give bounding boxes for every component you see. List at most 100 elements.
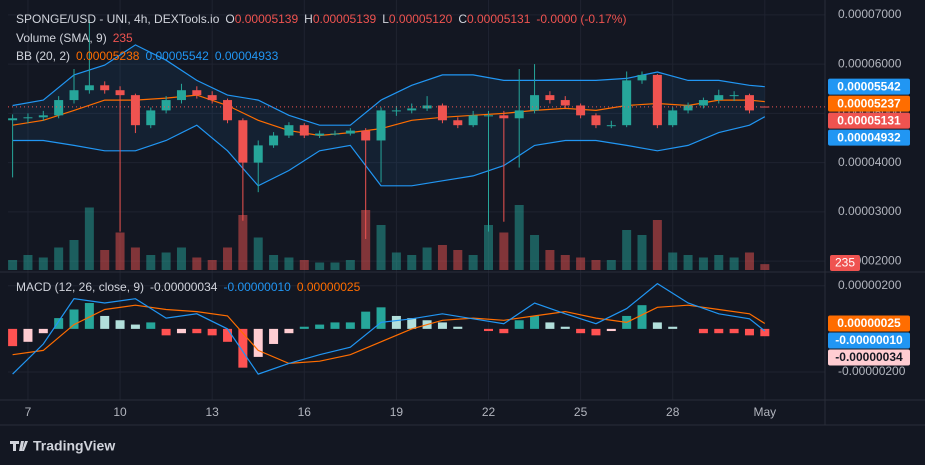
volume-bar [38, 257, 48, 270]
candle-body [315, 133, 325, 136]
histogram-bar [576, 328, 586, 334]
candle-body [499, 115, 509, 119]
histogram-bar [84, 303, 94, 329]
histogram-bar [668, 326, 678, 329]
legend-item: L [382, 12, 389, 26]
volume-bar [422, 247, 432, 270]
legend-row: SPONGE/USD - UNI, 4h, DEXTools.io O 0.0000… [16, 12, 632, 26]
x-tick-label: 19 [390, 405, 404, 419]
histogram-bar [760, 328, 770, 337]
price-badge [828, 78, 910, 95]
candle-body [468, 115, 478, 126]
candle-body [483, 115, 493, 117]
x-tick-label: 22 [482, 405, 496, 419]
volume-bar [23, 255, 33, 270]
price-badge [828, 349, 910, 366]
volume-bar [315, 262, 325, 270]
histogram-bar [192, 328, 202, 334]
candle-body [560, 100, 570, 106]
x-tick-label: 10 [113, 405, 127, 419]
volume-bar [545, 250, 555, 270]
histogram-bar [223, 328, 233, 342]
histogram-bar [238, 328, 248, 368]
candle-body [284, 125, 294, 136]
y-tick-label: 0.00000200 [838, 278, 902, 292]
candle-body [207, 95, 217, 101]
candle-body [652, 74, 662, 126]
legend-row: MACD (12, 26, close, 9) -0.00000034 -0.000… [16, 280, 366, 294]
candle-body [253, 145, 263, 163]
candle-body [622, 80, 632, 126]
histogram-bar [714, 328, 724, 334]
volume-bar [468, 255, 478, 270]
histogram-bar [8, 328, 18, 347]
candle-body [422, 105, 432, 109]
histogram-bar [361, 311, 371, 329]
legend-item: BB (20, 2) [16, 49, 71, 63]
candle-body [223, 100, 233, 121]
histogram-bar [176, 328, 186, 334]
histogram-bar [407, 318, 417, 329]
candle-body [238, 120, 248, 163]
histogram-bar [545, 322, 555, 329]
price-badge [828, 112, 910, 129]
candle-body [714, 95, 724, 101]
y-tick-label: 0.00006000 [838, 56, 902, 70]
histogram-bar [652, 322, 662, 329]
histogram-bar [376, 307, 386, 329]
legend-item: 0.00005139 [312, 12, 377, 26]
histogram-bar [130, 324, 140, 329]
volume-bar [407, 255, 417, 270]
signal-line [12, 304, 766, 365]
histogram-bar [606, 328, 616, 332]
volume-bar [606, 260, 616, 270]
volume-bar [698, 257, 708, 270]
histogram-bar [530, 315, 540, 329]
candle-body [345, 130, 355, 134]
volume-bar [176, 247, 186, 270]
legend-item: O [225, 12, 235, 26]
price-badge [828, 129, 910, 146]
histogram-bar [269, 328, 279, 344]
candle-body [69, 90, 79, 101]
legend-item: H [304, 12, 313, 26]
candle-body [407, 108, 417, 111]
legend-item: 0.00000025 [296, 280, 361, 294]
candle-body [130, 95, 140, 126]
histogram-bar [499, 328, 509, 334]
histogram-bar [23, 328, 33, 342]
legend-item: 0.00005542 [145, 49, 209, 63]
histogram-bar [54, 318, 64, 329]
candle-body [23, 117, 33, 119]
histogram-bar [391, 315, 401, 329]
candle-body [437, 105, 447, 121]
legend-item: 0.00005238 [76, 49, 140, 63]
price-badge-label: 0.00005237 [837, 96, 901, 110]
volume-bar [437, 245, 447, 270]
brand: TradingView [33, 438, 115, 454]
candle-body [514, 110, 524, 119]
price-badge-label: 0.00005131 [837, 113, 901, 127]
volume-badge [830, 255, 860, 271]
histogram-bar [299, 326, 309, 329]
histogram-bar [560, 326, 570, 329]
candle-body [453, 120, 463, 126]
volume-bar [652, 220, 662, 270]
volume-bar [161, 252, 171, 270]
volume-bar [361, 210, 371, 270]
histogram-bar [729, 328, 739, 334]
price-badge-label: 0.00004932 [837, 130, 901, 144]
candle-body [115, 90, 125, 96]
histogram-bar [637, 305, 647, 329]
x-tick-label: 25 [574, 405, 588, 419]
candle-body [744, 95, 754, 111]
x-tick-label: 16 [298, 405, 312, 419]
candle-body [176, 90, 186, 101]
legend-item: 0.00005131 [466, 12, 531, 26]
volume-bar [376, 225, 386, 270]
legend-item: 0.00005120 [388, 12, 453, 26]
volume-bar [744, 252, 754, 270]
candle-body [330, 133, 340, 135]
legend-item: SPONGE/USD - UNI, 4h, DEXTools.io [16, 12, 220, 26]
volume-bar [100, 250, 110, 270]
